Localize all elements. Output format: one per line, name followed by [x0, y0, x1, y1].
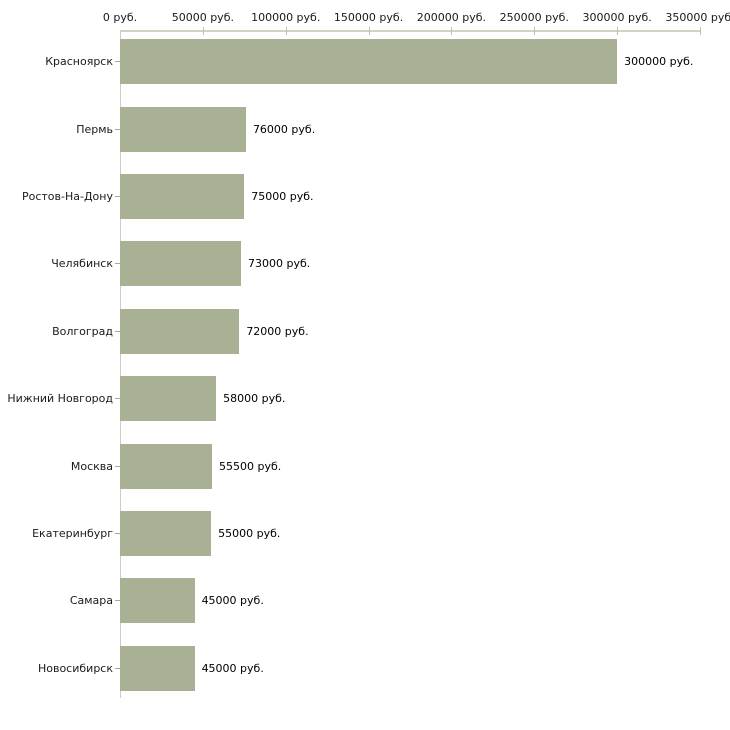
x-axis-tick-label: 250000 руб.	[499, 11, 569, 24]
y-axis-tick	[115, 398, 120, 400]
x-axis-line	[120, 30, 701, 32]
category-label: Пермь	[76, 122, 113, 136]
category-label: Москва	[70, 459, 113, 473]
x-axis-tick	[368, 27, 370, 35]
y-axis-tick	[115, 465, 120, 467]
value-label: 45000 руб.	[201, 661, 264, 675]
category-label: Самара	[69, 594, 113, 608]
bar-row: Самара 45000 руб.	[0, 567, 730, 634]
bar-row: Екатеринбург 55000 руб.	[0, 500, 730, 567]
value-label: 73000 руб.	[247, 257, 311, 271]
bar-row: Новосибирск 45000 руб.	[0, 635, 730, 702]
bar	[120, 578, 195, 624]
x-axis-tick	[700, 27, 701, 35]
bar	[120, 173, 245, 219]
bar	[120, 510, 212, 556]
x-axis-tick-label: 350000 руб.	[665, 11, 730, 24]
bar-rows: Красноярск 300000 руб. Пермь 76000 руб. Рост…	[0, 28, 730, 702]
category-label: Ростов-На-Дону	[21, 189, 113, 203]
bar	[120, 376, 217, 422]
y-axis-tick	[115, 532, 120, 534]
x-axis-tick	[202, 27, 204, 35]
value-label: 55000 руб.	[218, 526, 281, 540]
category-label: Челябинск	[51, 257, 113, 271]
bar	[120, 39, 618, 85]
value-label: 75000 руб.	[251, 189, 314, 203]
y-axis-tick	[115, 667, 120, 669]
y-axis-line	[120, 30, 121, 698]
category-label: Красноярск	[45, 55, 113, 69]
value-label: 76000 руб.	[252, 122, 316, 136]
category-label: Екатеринбург	[32, 526, 113, 540]
bar-row: Красноярск 300000 руб.	[0, 28, 730, 95]
bar-row: Челябинск 73000 руб.	[0, 230, 730, 297]
bar	[120, 308, 240, 354]
x-axis-tick-label: 0 руб.	[102, 11, 138, 24]
bar	[120, 645, 195, 691]
bar-row: Пермь 76000 руб.	[0, 95, 730, 162]
category-label: Волгоград	[52, 324, 113, 338]
bar-row: Ростов-На-Дону 75000 руб.	[0, 163, 730, 230]
x-axis-tick	[451, 27, 453, 35]
y-axis-tick	[115, 195, 120, 197]
bar	[120, 106, 246, 152]
y-axis-tick	[115, 330, 120, 332]
value-label: 58000 руб.	[223, 392, 286, 406]
x-axis-tick	[285, 27, 287, 35]
value-label: 55500 руб.	[218, 459, 282, 473]
bar-row: Нижний Новгород 58000 руб.	[0, 365, 730, 432]
x-axis-tick-label: 50000 руб.	[171, 11, 234, 24]
x-axis-tick	[617, 27, 619, 35]
x-axis-tick-label: 150000 руб.	[333, 11, 404, 24]
x-axis-tick-label: 100000 руб.	[251, 11, 321, 24]
category-label: Новосибирск	[37, 661, 113, 675]
bar	[120, 443, 212, 489]
value-label: 72000 руб.	[246, 324, 309, 338]
x-axis-tick	[534, 27, 536, 35]
value-label: 45000 руб.	[201, 594, 264, 608]
category-label: Нижний Новгород	[7, 392, 113, 406]
y-axis-tick	[115, 128, 120, 130]
value-label: 300000 руб.	[624, 55, 694, 69]
x-axis-tick-label: 300000 руб.	[582, 11, 652, 24]
y-axis-tick	[115, 61, 120, 63]
bar-row: Волгоград 72000 руб.	[0, 298, 730, 365]
y-axis-tick	[115, 600, 120, 602]
y-axis-tick	[115, 263, 120, 265]
x-axis-tick-label: 200000 руб.	[416, 11, 487, 24]
bar	[120, 241, 241, 287]
bar-row: Москва 55500 руб.	[0, 432, 730, 499]
